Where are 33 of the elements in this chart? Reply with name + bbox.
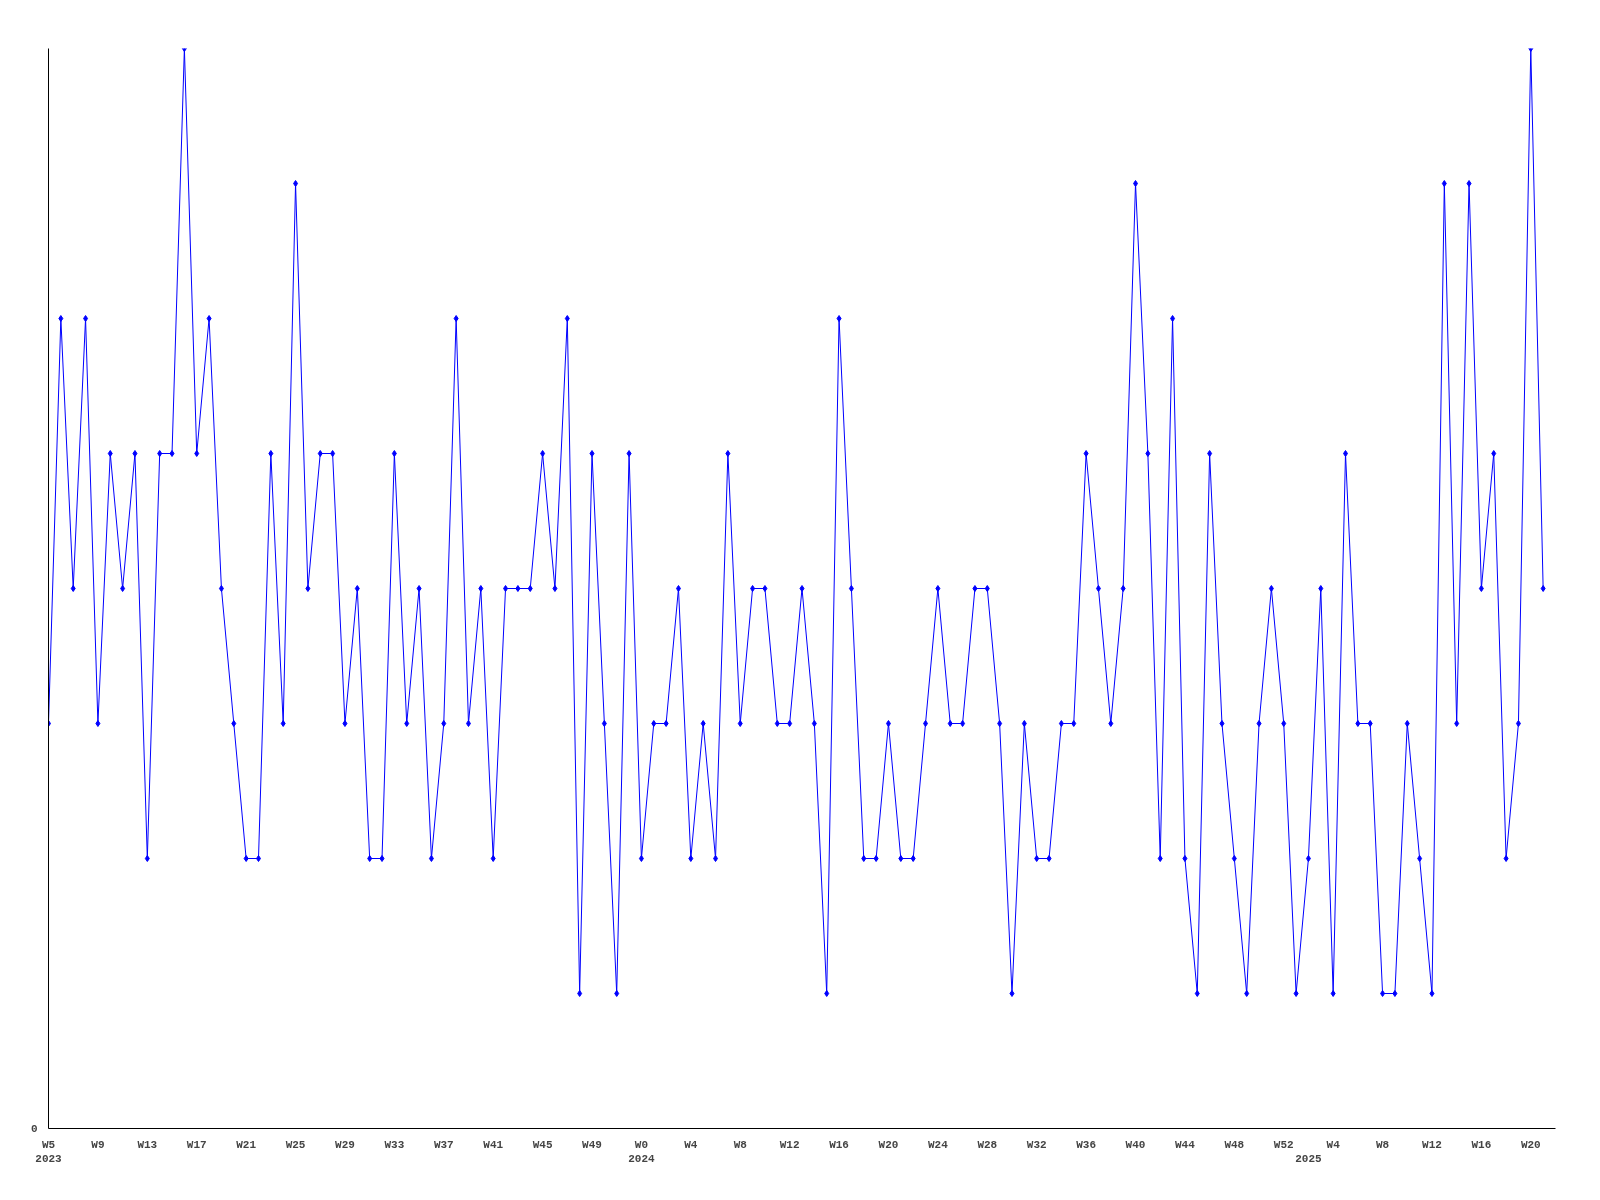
- x-tick-label: 2025: [1295, 1152, 1323, 1165]
- x-tick-label: W24: [927, 1138, 949, 1151]
- x-tick-label: W44: [1175, 1138, 1196, 1151]
- x-tick-label: W32: [1026, 1138, 1047, 1151]
- x-tick-label: W0 2024: [628, 1138, 656, 1165]
- x-tick-label: W40: [1125, 1138, 1146, 1151]
- x-tick-label: W41: [483, 1138, 504, 1151]
- x-tick-label: W13: [137, 1138, 158, 1151]
- x-tick-label: W28: [977, 1138, 998, 1151]
- x-tick-label: W12: [1422, 1138, 1442, 1151]
- x-tick-label: W48: [1224, 1138, 1245, 1151]
- x-tick-label: W52: [1273, 1138, 1294, 1151]
- x-tick-label: W12: [779, 1138, 800, 1151]
- x-tick-label: W45: [532, 1138, 553, 1151]
- x-tick-label: W29: [335, 1138, 355, 1151]
- x-tick-label: W4: [1326, 1138, 1341, 1151]
- x-tick-label: W8: [733, 1138, 748, 1151]
- x-tick-label: W21: [236, 1138, 257, 1151]
- x-tick-label: W49: [582, 1138, 602, 1151]
- text: 0: [30, 1123, 38, 1135]
- x-tick-label: W20: [1520, 1138, 1541, 1151]
- x-tick-label: W25: [285, 1138, 306, 1151]
- x-tick-label: W8: [1375, 1138, 1390, 1151]
- x-tick-label: W20: [878, 1138, 899, 1151]
- x-tick-label: W37: [433, 1138, 454, 1151]
- x-tick-label: W16: [829, 1138, 849, 1151]
- x-tick-label: W5 2023: [35, 1138, 63, 1165]
- x-tick-label: W9: [91, 1138, 105, 1151]
- x-tick-label: W16: [1471, 1138, 1492, 1151]
- x-tick-label: W36: [1076, 1138, 1097, 1151]
- x-tick-label: W33: [384, 1138, 405, 1151]
- x-tick-label: W4: [684, 1138, 698, 1151]
- x-tick-label: W17: [186, 1138, 207, 1151]
